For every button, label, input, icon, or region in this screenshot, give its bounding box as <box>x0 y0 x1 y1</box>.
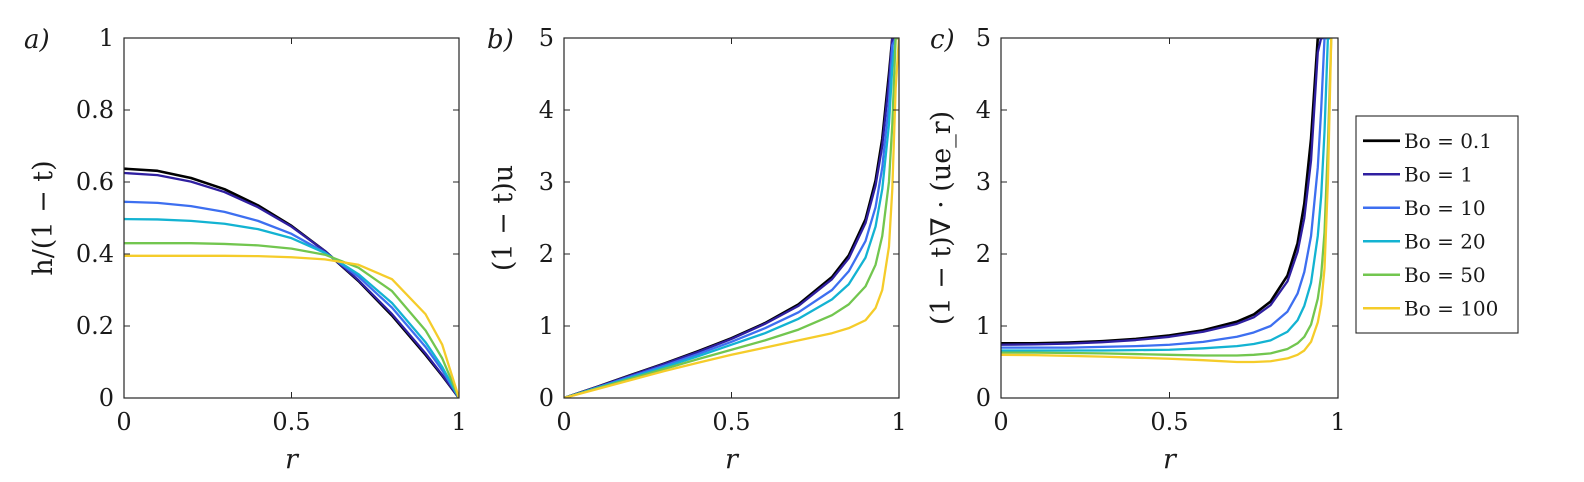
y-tick-label: 0.2 <box>76 312 114 340</box>
series-line-bo-1 <box>124 171 459 398</box>
x-tick-label: 1 <box>451 408 466 436</box>
x-tick-label: 0 <box>556 408 571 436</box>
legend-label: Bo = 0.1 <box>1404 129 1492 153</box>
y-tick-label: 2 <box>539 240 554 268</box>
x-tick-label: 1 <box>891 408 906 436</box>
panel-3: 0 0.5 1 0 1 2 3 4 5 r (1 − t)∇ · (ue_r) c) <box>926 24 1346 475</box>
y-tick-label: 1 <box>976 312 991 340</box>
x-tick-label: 1 <box>1330 408 1345 436</box>
panel-label: c) <box>930 25 955 55</box>
y-tick-label: 0.6 <box>76 168 114 196</box>
y-tick-label: 4 <box>976 96 991 124</box>
series-line-bo-50 <box>1001 38 1333 357</box>
x-tick-label: 0.5 <box>1150 408 1188 436</box>
y-tick-label: 5 <box>539 24 554 52</box>
legend-label: Bo = 1 <box>1404 162 1473 186</box>
series-line-bo-20 <box>124 217 459 398</box>
legend: Bo = 0.1 Bo = 1 Bo = 10 Bo = 20 Bo = 50 Bo = … <box>1355 115 1519 334</box>
y-axis-label: h/(1 − t) <box>28 160 59 275</box>
panels: 0 0.5 1 0 0.2 0.4 0.6 0.8 1 r h/(1 − t) a) 0 0.5 1 0 1 2 3… <box>24 24 1346 475</box>
series-line-bo-0-1 <box>124 167 459 398</box>
series-line-bo-20 <box>564 38 899 398</box>
series-line-bo-10 <box>124 200 459 398</box>
series-line-bo-50 <box>564 38 899 398</box>
series-line-bo-100 <box>564 38 899 398</box>
legend-label: Bo = 10 <box>1404 196 1486 220</box>
panel-label: b) <box>487 25 514 55</box>
panel-label: a) <box>24 25 50 55</box>
panel-1: 0 0.5 1 0 0.2 0.4 0.6 0.8 1 r h/(1 − t) a) <box>24 24 467 475</box>
y-tick-label: 0 <box>976 384 991 412</box>
x-tick-label: 0.5 <box>712 408 750 436</box>
series-group <box>1001 38 1333 364</box>
x-axis-label: r <box>285 444 300 475</box>
y-tick-label: 3 <box>539 168 554 196</box>
series-line-bo-0-1 <box>1001 38 1333 345</box>
y-axis-label: (1 − t)u <box>488 165 519 271</box>
y-tick-label: 0.4 <box>76 240 114 268</box>
y-tick-label: 5 <box>976 24 991 52</box>
series-line-bo-10 <box>1001 38 1333 349</box>
series-line-bo-1 <box>1001 38 1333 346</box>
y-tick-label: 0.8 <box>76 96 114 124</box>
y-tick-label: 4 <box>539 96 554 124</box>
y-tick-label: 1 <box>539 312 554 340</box>
y-tick-label: 1 <box>99 24 114 52</box>
x-tick-label: 0 <box>116 408 131 436</box>
x-tick-label: 0.5 <box>272 408 310 436</box>
y-axis-label: (1 − t)∇ · (ue_r) <box>926 111 957 325</box>
series-group <box>124 167 459 398</box>
series-line-bo-20 <box>1001 38 1333 352</box>
legend-label: Bo = 100 <box>1404 296 1498 320</box>
x-tick-label: 0 <box>993 408 1008 436</box>
axes-box <box>123 37 460 399</box>
series-group <box>564 38 899 398</box>
legend-label: Bo = 50 <box>1404 263 1486 287</box>
y-tick-label: 3 <box>976 168 991 196</box>
legend-box <box>1355 115 1519 334</box>
legend-label: Bo = 20 <box>1404 229 1486 253</box>
y-tick-label: 2 <box>976 240 991 268</box>
series-line-bo-100 <box>124 254 459 398</box>
series-line-bo-50 <box>124 242 459 398</box>
series-line-bo-10 <box>564 38 899 398</box>
panel-2: 0 0.5 1 0 1 2 3 4 5 r (1 − t)u b) <box>487 24 907 475</box>
series-line-bo-100 <box>1001 38 1333 364</box>
y-tick-label: 0 <box>539 384 554 412</box>
x-axis-label: r <box>725 444 740 475</box>
x-axis-label: r <box>1163 444 1178 475</box>
y-tick-label: 0 <box>99 384 114 412</box>
